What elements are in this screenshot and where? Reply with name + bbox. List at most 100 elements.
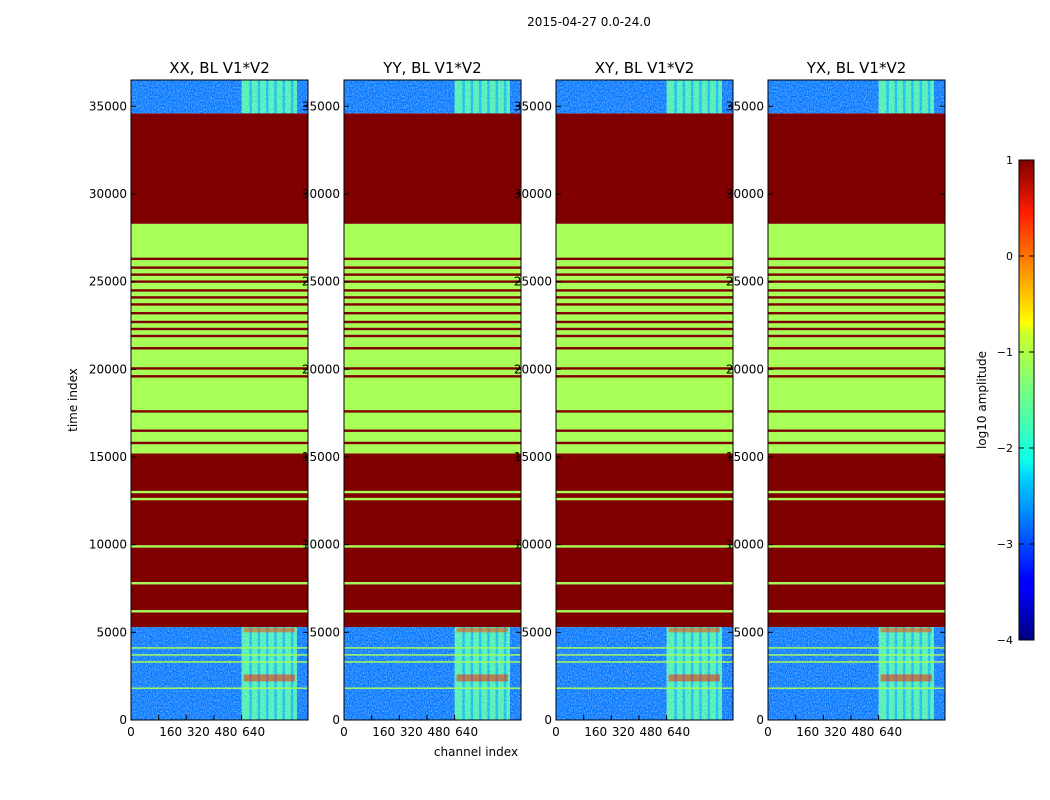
y-tick-label: 20000 xyxy=(89,362,127,376)
time-stripe xyxy=(768,119,945,122)
time-band-3 xyxy=(768,223,945,454)
time-stripe xyxy=(556,296,733,299)
flag-line xyxy=(131,647,308,649)
flag-line xyxy=(344,661,521,663)
x-tick-label: 160 xyxy=(372,725,395,739)
flag-line xyxy=(768,647,945,649)
y-tick-label: 25000 xyxy=(726,275,764,289)
time-stripe xyxy=(344,257,521,261)
time-stripe xyxy=(556,289,733,292)
y-tick-label: 15000 xyxy=(302,450,340,464)
time-stripe xyxy=(131,429,308,432)
time-stripe xyxy=(344,303,521,306)
time-stripe xyxy=(344,273,521,276)
signal-texture xyxy=(666,80,722,114)
time-stripe xyxy=(768,138,945,141)
time-stripe xyxy=(131,203,308,206)
x-tick-label: 640 xyxy=(667,725,690,739)
y-tick-label: 25000 xyxy=(89,275,127,289)
time-stripe xyxy=(768,347,945,350)
time-stripe xyxy=(768,490,945,494)
y-tick-label: 0 xyxy=(544,713,552,727)
flag-line xyxy=(344,687,521,690)
time-stripe xyxy=(131,289,308,292)
x-tick-label: 480 xyxy=(215,725,238,739)
panel-title: XX, BL V1*V2 xyxy=(169,59,270,77)
signal-hotspot xyxy=(668,627,720,633)
time-stripe xyxy=(131,138,308,141)
time-stripe xyxy=(768,210,945,213)
time-stripe xyxy=(768,127,945,131)
time-stripe xyxy=(768,280,945,283)
panel-3: XY, BL V1*V2 0 5000 10000 15000 20000 25000 300… xyxy=(514,59,734,739)
flag-line xyxy=(556,687,733,690)
signal-texture xyxy=(454,80,510,114)
time-band-2 xyxy=(131,453,308,628)
y-tick-label: 20000 xyxy=(302,362,340,376)
time-stripe xyxy=(131,127,308,131)
time-stripe xyxy=(556,162,733,166)
colorbar-tick-label: −1 xyxy=(997,346,1013,359)
time-stripe xyxy=(344,320,521,324)
y-tick-label: 5000 xyxy=(96,625,127,639)
time-stripe xyxy=(768,610,945,613)
time-stripe xyxy=(131,280,308,283)
x-tick-label: 0 xyxy=(340,725,348,739)
y-tick-label: 30000 xyxy=(514,187,552,201)
signal-texture xyxy=(454,627,510,720)
time-stripe xyxy=(344,327,521,331)
y-tick-label: 35000 xyxy=(302,99,340,113)
time-stripe xyxy=(344,582,521,585)
y-tick-label: 30000 xyxy=(89,187,127,201)
time-stripe xyxy=(556,320,733,324)
time-band-2 xyxy=(556,453,733,628)
flag-line xyxy=(131,661,308,663)
time-stripe xyxy=(344,178,521,182)
colorbar-tick-label: 0 xyxy=(1006,250,1013,263)
time-stripe xyxy=(344,610,521,613)
time-stripe xyxy=(344,127,521,131)
time-stripe xyxy=(556,203,733,206)
x-axis-label: channel index xyxy=(434,745,518,759)
signal-texture xyxy=(878,627,934,720)
time-stripe xyxy=(131,441,308,445)
y-tick-label: 15000 xyxy=(726,450,764,464)
time-stripe xyxy=(344,375,521,378)
time-stripe xyxy=(556,127,733,131)
signal-hotspot xyxy=(243,627,295,633)
time-stripe xyxy=(344,334,521,338)
figure-suptitle: 2015-04-27 0.0-24.0 xyxy=(527,15,651,29)
time-stripe xyxy=(131,497,308,501)
flag-line xyxy=(556,661,733,663)
time-stripe xyxy=(768,367,945,370)
time-stripe xyxy=(768,203,945,206)
x-tick-label: 0 xyxy=(552,725,560,739)
signal-hotspot xyxy=(243,674,295,682)
y-tick-label: 35000 xyxy=(726,99,764,113)
time-stripe xyxy=(131,257,308,261)
y-tick-label: 5000 xyxy=(733,625,764,639)
time-band-2 xyxy=(344,453,521,628)
signal-texture xyxy=(666,627,722,720)
time-stripe xyxy=(768,289,945,292)
time-stripe xyxy=(556,582,733,585)
y-tick-label: 10000 xyxy=(726,538,764,552)
time-stripe xyxy=(768,273,945,276)
y-tick-label: 10000 xyxy=(89,538,127,552)
x-tick-label: 160 xyxy=(796,725,819,739)
y-tick-label: 5000 xyxy=(309,625,340,639)
flag-line xyxy=(768,687,945,690)
time-stripe xyxy=(556,266,733,269)
time-stripe xyxy=(556,273,733,276)
time-stripe xyxy=(131,178,308,182)
time-stripe xyxy=(768,162,945,166)
colorbar-ticks: 1 0 −1 −2 −3 −4 xyxy=(997,154,1034,647)
time-stripe xyxy=(556,441,733,445)
flag-line xyxy=(344,647,521,649)
time-stripe xyxy=(344,367,521,370)
time-stripe xyxy=(556,257,733,261)
time-stripe xyxy=(768,375,945,378)
x-tick-label: 480 xyxy=(852,725,875,739)
time-stripe xyxy=(556,429,733,432)
flag-line xyxy=(768,661,945,663)
